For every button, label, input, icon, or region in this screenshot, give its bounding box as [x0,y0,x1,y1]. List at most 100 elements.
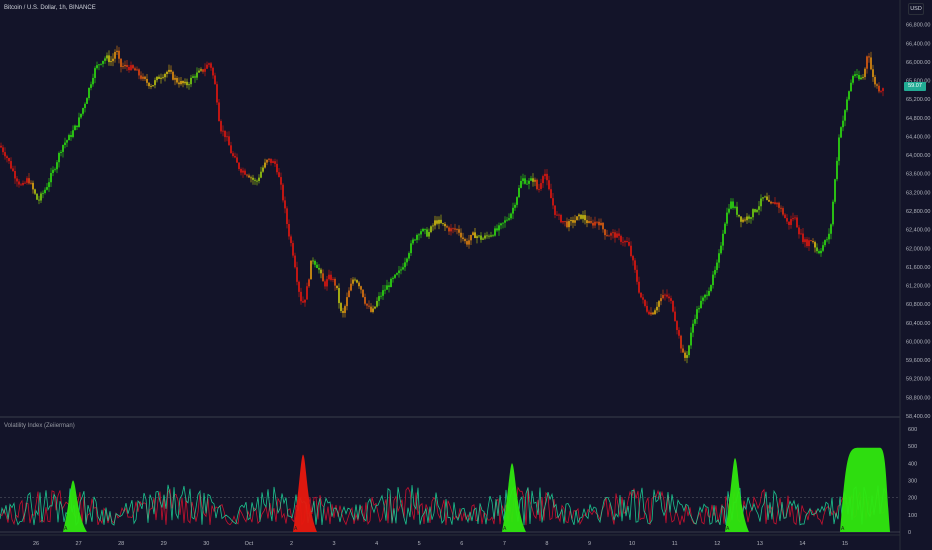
candle-body [22,182,24,185]
candle-body [512,207,514,214]
candle-body [110,61,112,63]
candle-body [316,264,318,269]
candle-body [516,197,518,205]
candle-body [412,239,414,244]
candle-body [470,234,472,241]
time-tick-label: 29 [161,541,167,547]
candle-body [454,228,456,230]
candle-body [490,235,492,237]
candle-body [798,227,800,235]
indicator-tick-label: 400 [908,461,917,467]
candle-body [540,183,542,189]
candle-body [46,187,48,190]
candle-body [374,306,376,309]
time-tick-label: 6 [460,541,463,547]
candle-body [354,279,356,281]
candle-body [672,300,674,312]
candle-body [772,202,774,204]
candle-body [572,219,574,223]
candle-body [564,221,566,222]
candle-body [162,77,164,79]
candle-body [32,182,34,190]
candle-body [808,240,810,247]
candle-body [566,221,568,228]
candle-body [136,69,138,71]
candle-body [584,215,586,221]
candle-body [304,299,306,303]
candle-body [14,171,16,179]
candle-body [330,274,332,280]
candle-body [362,289,364,297]
candle-body [232,153,234,157]
candle-body [36,193,38,200]
candle-body [284,200,286,209]
candle-body [864,68,866,78]
candle-body [406,258,408,263]
candle-body [594,221,596,226]
candle-body [550,189,552,199]
candle-body [200,69,202,71]
candle-body [250,177,252,179]
indicator-tick-label: 200 [908,496,917,502]
price-tick-label: 60,800.00 [906,302,930,308]
candle-body [44,189,46,193]
candle-body [226,136,228,138]
candle-body [128,66,130,71]
candle-body [340,303,342,312]
price-tick-label: 63,200.00 [906,190,930,196]
candle-body [600,222,602,226]
candle-body [484,235,486,239]
candle-body [92,77,94,85]
candle-body [416,234,418,240]
candle-body [796,217,798,228]
candle-body [78,117,80,127]
candle-body [154,80,156,86]
candle-body [710,285,712,291]
volatility-spike [63,480,87,532]
currency-button[interactable]: USD [908,3,924,15]
candle-body [372,308,374,312]
candle-body [358,282,360,287]
candle-body [790,219,792,225]
candle-body [368,305,370,307]
price-tick-label: 58,800.00 [906,395,930,401]
candle-body [376,300,378,307]
volatility-spike [840,447,890,532]
candle-body [746,216,748,221]
candle-body [230,145,232,154]
candle-body [794,217,796,219]
candle-body [148,82,150,87]
candle-body [74,125,76,131]
candle-body [144,76,146,79]
candle-body [842,120,844,128]
candle-body [102,60,104,64]
candle-body [716,262,718,270]
candle-body [764,196,766,198]
candle-body [146,78,148,83]
candle-body [240,168,242,173]
candle-body [58,152,60,163]
candle-body [448,227,450,232]
candle-body [404,262,406,268]
symbol-legend[interactable]: Bitcoin / U.S. Dollar, 1h, BINANCE [4,5,96,11]
indicator-legend[interactable]: Volatility Index (Zeiierman) [4,423,75,429]
candle-body [806,239,808,247]
candle-body [460,232,462,238]
candle-body [104,58,106,61]
candle-body [380,295,382,297]
candle-body [62,145,64,152]
candle-body [388,285,390,288]
candle-body [296,267,298,282]
candle-body [174,77,176,80]
candle-body [568,221,570,228]
candle-body [706,294,708,296]
candle-body [254,179,256,181]
candle-body [66,140,68,143]
candle-body [500,223,502,226]
candle-body [158,76,160,79]
candle-body [424,228,426,230]
candle-body [502,222,504,224]
candle-body [762,197,764,199]
